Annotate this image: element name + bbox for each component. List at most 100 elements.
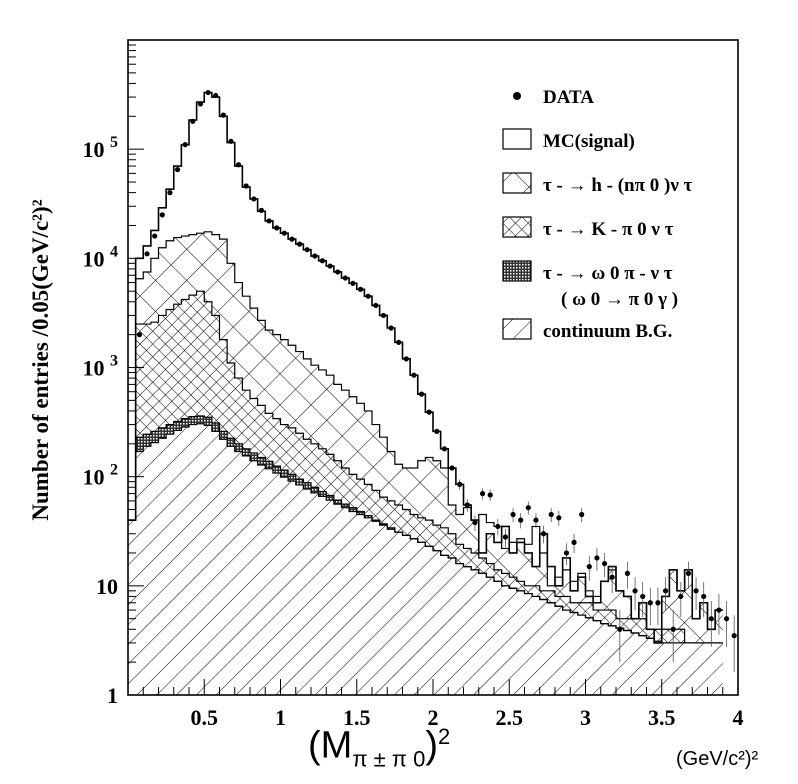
data-point-2 <box>152 233 158 239</box>
data-point-52 <box>533 517 539 523</box>
data-point-34 <box>396 339 402 345</box>
data-point-31 <box>373 302 379 309</box>
data-point-74 <box>701 593 707 600</box>
y-tick-label-0: 1 <box>107 683 118 708</box>
data-point-47 <box>495 523 501 530</box>
data-point-56 <box>563 550 570 556</box>
data-point-3 <box>159 212 165 218</box>
data-point-26 <box>335 269 341 275</box>
data-point-15 <box>251 196 257 202</box>
data-point-41 <box>449 465 455 471</box>
data-point-21 <box>296 241 303 247</box>
x-axis-title-sub: π ± π 0 <box>352 746 426 772</box>
x-axis-unit: (GeV/c²)² <box>676 748 759 770</box>
legend-label-signal: MC(signal) <box>543 131 635 152</box>
x-tick-label-0: 0.5 <box>191 705 219 730</box>
total-mc-outline <box>128 91 723 644</box>
data-point-76 <box>716 607 722 613</box>
legend-label2-omega: ( ω 0 → π 0 γ ) <box>561 289 678 310</box>
data-point-37 <box>418 391 425 397</box>
data-point-68 <box>655 600 661 606</box>
data-point-7 <box>190 118 196 124</box>
data-point-58 <box>579 511 585 518</box>
data-point-33 <box>388 325 394 331</box>
data-point-43 <box>464 502 470 508</box>
data-point-46 <box>487 492 493 498</box>
data-point-71 <box>678 593 684 600</box>
data-point-72 <box>685 570 692 576</box>
x-tick-label-6: 3.5 <box>648 705 676 730</box>
data-point-6 <box>182 142 188 148</box>
data-point-1 <box>144 251 150 257</box>
data-point-69 <box>662 588 669 594</box>
x-axis-title-main: (M <box>308 724 353 767</box>
x-tick-label-7: 4 <box>733 705 744 730</box>
data-point-77 <box>723 616 730 622</box>
data-point-23 <box>312 253 318 259</box>
legend-label-hnpi: τ - → h - (nπ 0 )ν τ <box>543 175 693 196</box>
data-point-38 <box>426 409 432 415</box>
legend-box-kpi <box>502 216 532 238</box>
omega-outline <box>128 415 723 644</box>
data-point-64 <box>624 570 631 576</box>
data-point-73 <box>693 588 699 594</box>
data-point-63 <box>617 626 623 632</box>
data-point-75 <box>708 616 714 622</box>
legend-label-omega: τ - → ω 0 π - ν τ <box>543 263 673 284</box>
legend-label-cont: continuum B.G. <box>543 321 672 342</box>
hnpi-area <box>128 231 723 643</box>
data-point-9 <box>205 89 211 96</box>
data-point-50 <box>518 517 524 523</box>
legend-box-omega <box>502 260 532 282</box>
data-point-51 <box>525 505 531 511</box>
data-point-10 <box>213 92 219 99</box>
data-point-53 <box>540 531 547 537</box>
data-point-20 <box>289 236 295 242</box>
continuum-area <box>128 423 723 695</box>
data-point-22 <box>304 247 310 253</box>
x-axis-title-sup: 2 <box>437 724 451 749</box>
legend-marker-data <box>513 92 521 100</box>
data-point-4 <box>167 190 173 196</box>
data-point-13 <box>235 162 242 168</box>
data-point-49 <box>510 511 516 518</box>
data-point-66 <box>640 593 646 600</box>
legend-label-kpi: τ - → K - π 0 ν τ <box>543 219 674 240</box>
data-point-78 <box>731 633 737 639</box>
data-point-29 <box>357 286 364 292</box>
x-tick-label-1: 1 <box>275 705 286 730</box>
data-point-44 <box>472 519 478 526</box>
data-point-61 <box>601 560 608 567</box>
data-point-32 <box>380 312 387 319</box>
kpi-outline <box>128 290 723 644</box>
y-tick-label-5: 10 5 <box>83 134 119 162</box>
y-tick-label-4: 10 4 <box>83 243 119 271</box>
legend-box-hnpi <box>502 172 532 194</box>
y-axis-title-text: Number of entries /0.05(GeV/c²)² <box>28 199 53 520</box>
data-point-40 <box>441 446 448 452</box>
kpi-area <box>128 291 723 643</box>
data-point-5 <box>174 166 181 173</box>
x-tick-label-3: 2 <box>428 705 439 730</box>
data-point-70 <box>670 626 676 632</box>
data-point-54 <box>548 511 554 518</box>
data-point-30 <box>365 293 371 299</box>
data-point-17 <box>266 218 272 224</box>
data-point-8 <box>197 101 204 107</box>
data-point-45 <box>479 490 486 497</box>
legend-box-signal <box>502 128 532 150</box>
legend-box-cont <box>502 318 532 340</box>
y-axis-title: Number of entries /0.05(GeV/c²)² <box>8 60 64 680</box>
data-point-12 <box>228 138 234 144</box>
x-tick-label-4: 2.5 <box>496 705 524 730</box>
data-point-60 <box>594 555 600 561</box>
y-tick-label-1: 10 <box>96 574 118 599</box>
data-point-11 <box>220 112 226 118</box>
data-point-27 <box>342 275 348 281</box>
y-tick-label-2: 10 2 <box>83 462 119 490</box>
x-tick-label-2: 1.5 <box>343 705 371 730</box>
data-point-36 <box>411 372 417 378</box>
data-point-55 <box>556 515 562 521</box>
data-point-18 <box>274 225 280 231</box>
